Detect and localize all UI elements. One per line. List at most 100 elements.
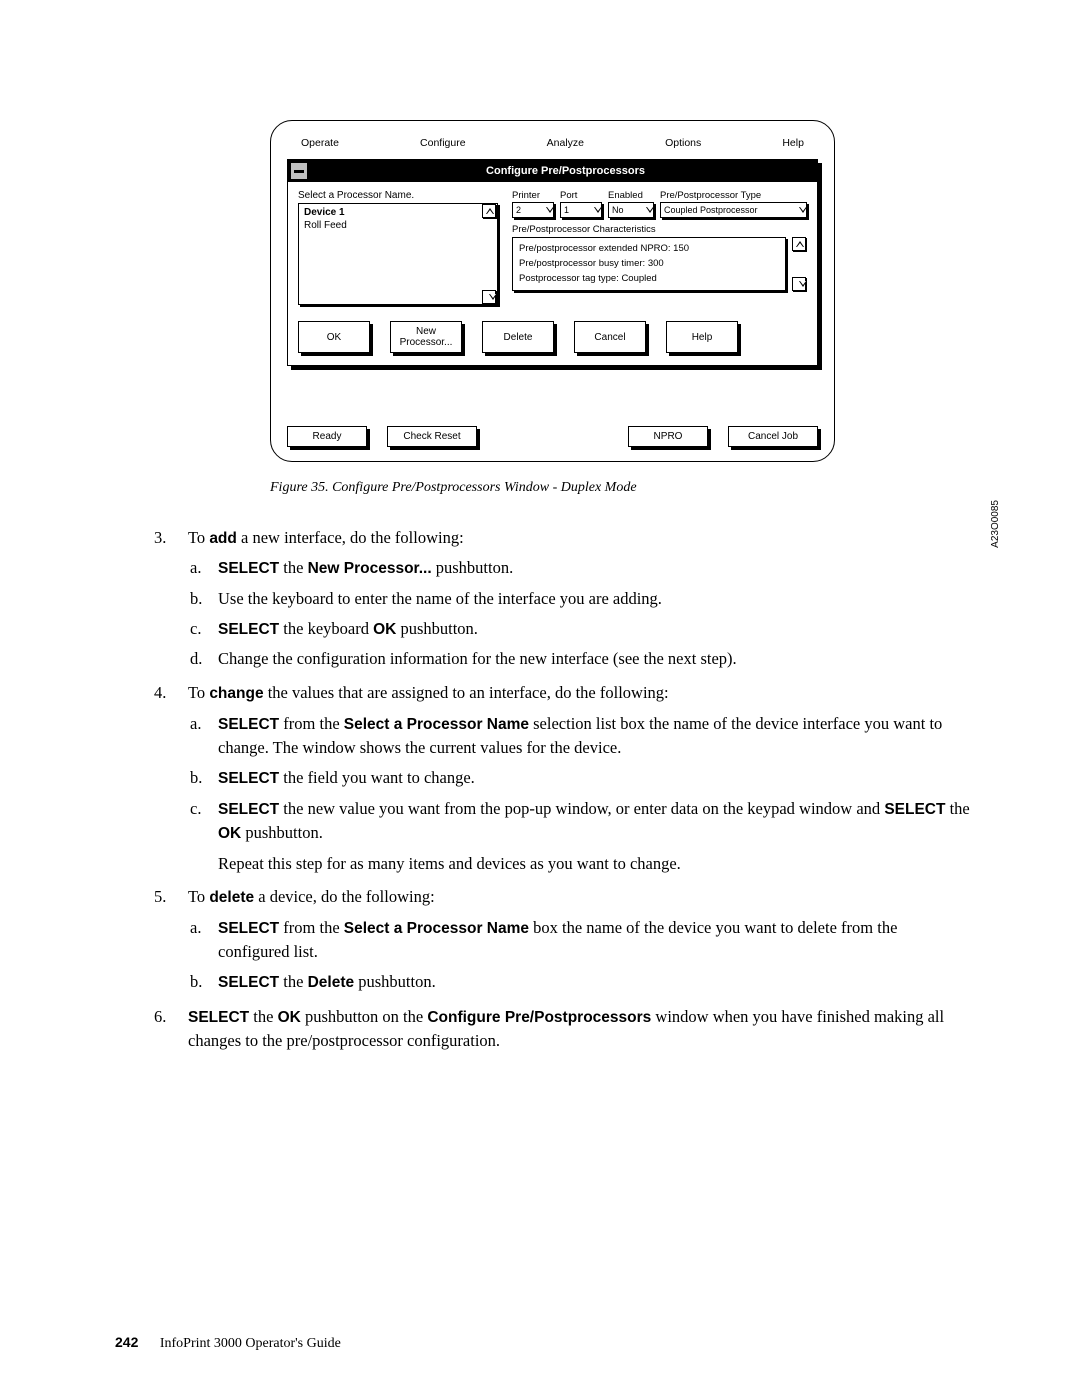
page-number: 242 [115, 1334, 138, 1350]
ok-button[interactable]: OK [298, 321, 370, 353]
text: the [249, 1007, 277, 1026]
menu-options[interactable]: Options [665, 137, 701, 149]
step-6: SELECT the OK pushbutton on the Configur… [150, 1005, 970, 1053]
dialog-title: Configure Pre/Postprocessors [314, 162, 817, 180]
text: from the [279, 714, 344, 733]
text: To [188, 683, 209, 702]
titlebar: Configure Pre/Postprocessors [288, 160, 817, 182]
printer-dropdown[interactable]: 2 [512, 202, 554, 218]
chevron-down-icon [590, 207, 598, 213]
marker: b. [190, 970, 202, 994]
marker: d. [190, 647, 202, 671]
scroll-up-icon[interactable] [792, 237, 806, 251]
menu-analyze[interactable]: Analyze [547, 137, 584, 149]
instruction-list: To add a new interface, do the following… [150, 526, 970, 1053]
marker: a. [190, 556, 201, 580]
figure-id: A23O0085 [990, 500, 1001, 548]
type-value: Coupled Postprocessor [664, 205, 791, 215]
menu-operate[interactable]: Operate [301, 137, 339, 149]
text: pushbutton. [241, 823, 323, 842]
text-bold: SELECT [218, 716, 279, 733]
menubar: Operate Configure Analyze Options Help [271, 133, 834, 159]
printer-label: Printer [512, 190, 554, 201]
text: pushbutton on the [301, 1007, 428, 1026]
enabled-value: No [612, 205, 638, 215]
text-bold: SELECT [188, 1009, 249, 1026]
processor-listbox[interactable]: Device 1 Roll Feed [298, 203, 498, 305]
text-bold: New Processor... [308, 560, 432, 577]
npro-button[interactable]: NPRO [628, 426, 708, 447]
page-footer: 242 InfoPrint 3000 Operator's Guide [115, 1334, 341, 1352]
text: the [279, 972, 307, 991]
menu-configure[interactable]: Configure [420, 137, 466, 149]
ready-button[interactable]: Ready [287, 426, 367, 447]
text: pushbutton. [354, 972, 436, 991]
scroll-down-icon[interactable] [792, 277, 806, 291]
marker: a. [190, 712, 201, 736]
text: pushbutton. [396, 619, 478, 638]
text-bold: SELECT [218, 770, 279, 787]
port-value: 1 [564, 205, 586, 215]
list-item[interactable]: Roll Feed [301, 219, 480, 232]
new-processor-button[interactable]: New Processor... [390, 321, 462, 353]
port-label: Port [560, 190, 602, 201]
text-bold: OK [373, 621, 396, 638]
text-bold: Configure Pre/Postprocessors [427, 1009, 651, 1026]
check-reset-button[interactable]: Check Reset [387, 426, 477, 447]
type-label: Pre/Postprocessor Type [660, 190, 807, 201]
char-line: Pre/postprocessor extended NPRO: 150 [519, 241, 779, 256]
text: To [188, 887, 209, 906]
text-bold: Select a Processor Name [344, 920, 529, 937]
system-menu-icon[interactable] [290, 162, 308, 180]
scroll-down-icon[interactable] [482, 290, 496, 304]
menu-help[interactable]: Help [782, 137, 804, 149]
book-title: InfoPrint 3000 Operator's Guide [160, 1336, 341, 1351]
dialog-window: Configure Pre/Postprocessors Select a Pr… [287, 159, 818, 366]
cancel-button[interactable]: Cancel [574, 321, 646, 353]
marker: a. [190, 916, 201, 940]
text: Change the configuration information for… [218, 649, 737, 668]
marker: b. [190, 766, 202, 790]
text: Repeat this step for as many items and d… [218, 852, 970, 876]
list-item[interactable]: Device 1 [301, 206, 480, 219]
text: pushbutton. [432, 558, 514, 577]
text-bold: OK [278, 1009, 301, 1026]
text: the values that are assigned to an inter… [264, 683, 669, 702]
chevron-down-icon [542, 207, 550, 213]
text: a new interface, do the following: [237, 528, 464, 547]
cancel-job-button[interactable]: Cancel Job [728, 426, 818, 447]
figure-caption: Figure 35. Configure Pre/Postprocessors … [270, 480, 970, 496]
text: To [188, 528, 209, 547]
text-bold: SELECT [218, 621, 279, 638]
help-button[interactable]: Help [666, 321, 738, 353]
marker: c. [190, 797, 201, 821]
scroll-up-icon[interactable] [482, 204, 496, 218]
step-3: To add a new interface, do the following… [150, 526, 970, 671]
text: the keyboard [279, 619, 373, 638]
type-dropdown[interactable]: Coupled Postprocessor [660, 202, 807, 218]
text-bold: Select a Processor Name [344, 716, 529, 733]
text: the field you want to change. [279, 768, 475, 787]
characteristics-label: Pre/Postprocessor Characteristics [512, 224, 807, 235]
marker: b. [190, 587, 202, 611]
enabled-label: Enabled [608, 190, 654, 201]
text-bold: SELECT [884, 801, 945, 818]
text-bold: SELECT [218, 801, 279, 818]
port-dropdown[interactable]: 1 [560, 202, 602, 218]
characteristics-listbox[interactable]: Pre/postprocessor extended NPRO: 150 Pre… [512, 237, 786, 291]
text-bold: add [209, 530, 237, 547]
char-line: Postprocessor tag type: Coupled [519, 271, 779, 286]
text-bold: Delete [308, 974, 355, 991]
step-5: To delete a device, do the following: a.… [150, 885, 970, 994]
text: a device, do the following: [254, 887, 435, 906]
delete-button[interactable]: Delete [482, 321, 554, 353]
char-line: Pre/postprocessor busy timer: 300 [519, 256, 779, 271]
app-window: Operate Configure Analyze Options Help C… [270, 120, 835, 462]
chevron-down-icon [642, 207, 650, 213]
text: from the [279, 918, 344, 937]
printer-value: 2 [516, 205, 538, 215]
enabled-dropdown[interactable]: No [608, 202, 654, 218]
text-bold: SELECT [218, 920, 279, 937]
text: Use the keyboard to enter the name of th… [218, 589, 662, 608]
figure-wrap: Operate Configure Analyze Options Help C… [270, 120, 970, 496]
